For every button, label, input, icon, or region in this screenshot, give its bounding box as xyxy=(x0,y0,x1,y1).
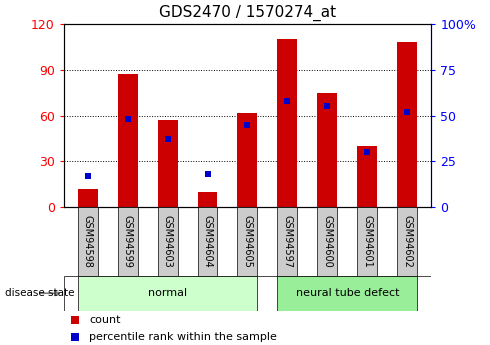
Bar xyxy=(397,207,417,276)
Bar xyxy=(118,207,138,276)
Bar xyxy=(197,192,218,207)
Bar xyxy=(357,207,377,276)
Bar xyxy=(318,207,337,276)
Bar xyxy=(238,207,257,276)
Text: GSM94597: GSM94597 xyxy=(282,215,293,268)
Text: percentile rank within the sample: percentile rank within the sample xyxy=(89,333,277,342)
Text: GSM94604: GSM94604 xyxy=(202,215,213,268)
Text: GSM94600: GSM94600 xyxy=(322,215,332,268)
Bar xyxy=(78,207,98,276)
Text: disease state: disease state xyxy=(5,288,74,298)
Bar xyxy=(118,75,138,207)
Text: GSM94605: GSM94605 xyxy=(243,215,252,268)
Bar xyxy=(277,276,417,310)
Bar xyxy=(158,207,177,276)
Text: count: count xyxy=(89,315,121,325)
Bar xyxy=(277,207,297,276)
Text: neural tube defect: neural tube defect xyxy=(295,288,399,298)
Bar xyxy=(318,93,337,207)
Bar xyxy=(357,146,377,207)
Text: GSM94603: GSM94603 xyxy=(163,215,172,268)
Text: GSM94599: GSM94599 xyxy=(122,215,133,268)
Text: normal: normal xyxy=(148,288,187,298)
Title: GDS2470 / 1570274_at: GDS2470 / 1570274_at xyxy=(159,5,336,21)
Bar xyxy=(397,42,417,207)
Bar xyxy=(197,207,218,276)
Bar xyxy=(238,112,257,207)
Bar xyxy=(277,39,297,207)
Text: GSM94601: GSM94601 xyxy=(362,215,372,268)
Text: GSM94598: GSM94598 xyxy=(83,215,93,268)
Bar xyxy=(78,189,98,207)
Bar xyxy=(78,276,257,310)
Text: GSM94602: GSM94602 xyxy=(402,215,412,268)
Bar xyxy=(158,120,177,207)
